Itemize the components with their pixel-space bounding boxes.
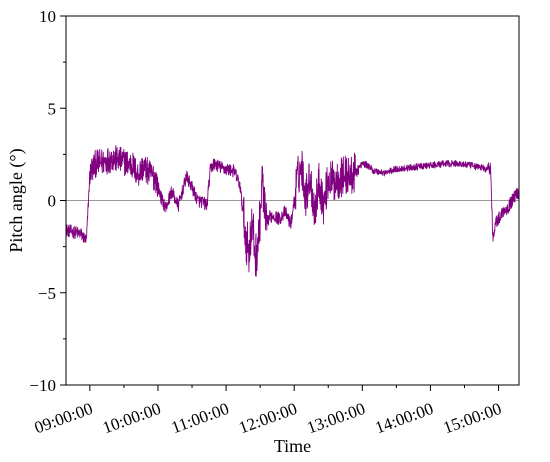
- x-tick-label: 13:00:00: [304, 399, 367, 438]
- y-tick-label: 0: [48, 192, 57, 211]
- x-tick-label: 15:00:00: [441, 399, 504, 438]
- y-tick-label: −5: [38, 284, 56, 303]
- x-axis-title: Time: [274, 436, 311, 456]
- y-axis-title: Pitch angle (°): [6, 148, 27, 252]
- y-tick-label: 5: [48, 99, 57, 118]
- y-tick-label: −10: [29, 376, 56, 395]
- x-tick-label: 11:00:00: [169, 399, 232, 437]
- x-tick-label: 14:00:00: [373, 399, 436, 438]
- y-tick-label: 10: [39, 7, 56, 26]
- x-tick-label: 10:00:00: [100, 399, 163, 438]
- series-line-0: [65, 145, 520, 277]
- x-tick-label: 09:00:00: [32, 399, 95, 438]
- x-tick-label: 12:00:00: [236, 399, 299, 438]
